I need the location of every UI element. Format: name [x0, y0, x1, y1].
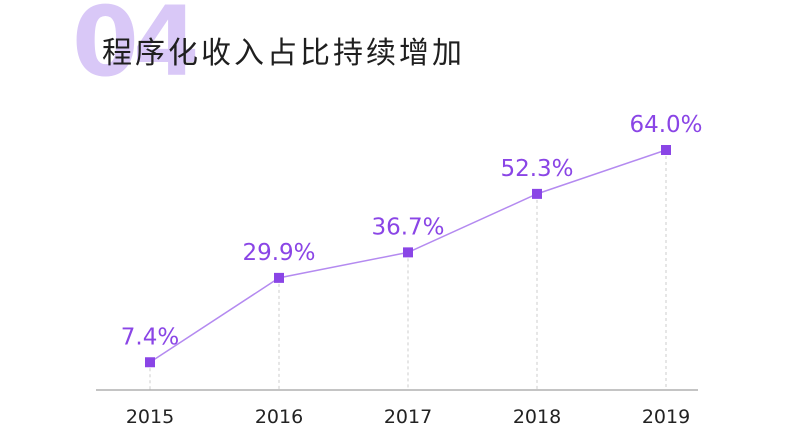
data-label-2016: 29.9%	[242, 240, 315, 266]
data-point-2017	[403, 247, 413, 258]
data-point-2019	[661, 145, 671, 155]
x-tick-label: 2015	[126, 406, 174, 428]
data-point-2015	[145, 357, 155, 368]
x-tick-label: 2019	[642, 406, 690, 428]
x-tick-label: 2018	[513, 406, 561, 428]
data-label-2018: 52.3%	[500, 156, 573, 182]
data-label-2015: 7.4%	[121, 324, 179, 350]
data-label-2017: 36.7%	[371, 214, 444, 240]
data-point-2018	[532, 188, 542, 199]
data-label-2019: 64.0%	[629, 112, 702, 138]
x-tick-label: 2017	[384, 406, 432, 428]
chart-title: 程序化收入占比持续增加	[102, 36, 465, 71]
data-point-2016	[274, 272, 284, 283]
x-tick-label: 2016	[255, 406, 303, 428]
section-number: 04	[72, 0, 200, 98]
